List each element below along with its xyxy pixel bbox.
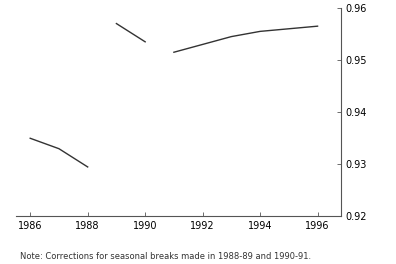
Text: Note: Corrections for seasonal breaks made in 1988-89 and 1990-91.: Note: Corrections for seasonal breaks ma… [20,252,311,261]
